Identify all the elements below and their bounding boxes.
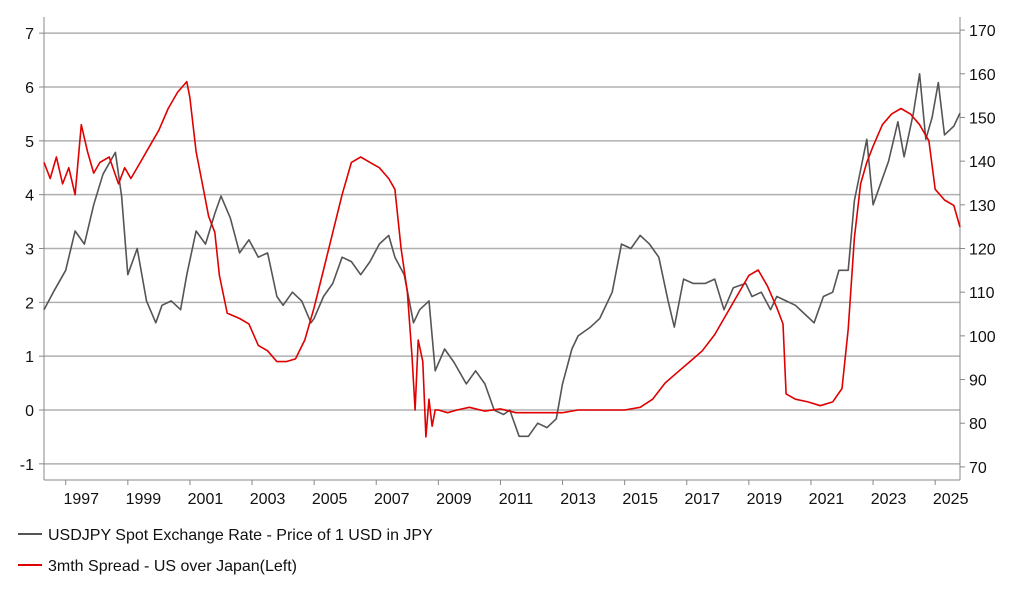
- legend-label-usdjpy: USDJPY Spot Exchange Rate - Price of 1 U…: [48, 527, 433, 544]
- legend: USDJPY Spot Exchange Rate - Price of 1 U…: [18, 527, 433, 575]
- x-tick-label: 2007: [374, 491, 410, 508]
- x-tick-label: 2021: [809, 491, 845, 508]
- y-right-tick-label: 80: [969, 416, 987, 433]
- y-left-tick-label: 1: [25, 349, 34, 366]
- y-left-tick-label: 3: [25, 242, 34, 259]
- legend-label-spread: 3mth Spread - US over Japan(Left): [48, 558, 297, 575]
- y-left-tick-label: 2: [25, 295, 34, 312]
- x-tick-label: 2019: [747, 491, 783, 508]
- x-tick-label: 2001: [188, 491, 224, 508]
- y-right-tick-label: 120: [969, 242, 996, 259]
- x-tick-label: 2023: [871, 491, 907, 508]
- x-tick-label: 2009: [436, 491, 472, 508]
- y-left-tick-label: 6: [25, 80, 34, 97]
- x-tick-label: 1997: [63, 491, 99, 508]
- y-right-tick-label: 150: [969, 110, 996, 127]
- x-tick-label: 1999: [126, 491, 162, 508]
- y-right-tick-label: 170: [969, 23, 996, 40]
- y-left-tick-label: 0: [25, 403, 34, 420]
- x-tick-label: 2015: [622, 491, 658, 508]
- y-right-tick-label: 90: [969, 373, 987, 390]
- x-tick-label: 2011: [499, 491, 534, 508]
- y-right-tick-label: 130: [969, 198, 996, 215]
- y-left-tick-label: 7: [25, 26, 34, 43]
- series-lines: [43, 73, 961, 438]
- x-tick-label: 2025: [933, 491, 969, 508]
- y-left-tick-label: 4: [25, 188, 34, 205]
- x-tick-label: 2017: [684, 491, 720, 508]
- y-right-tick-label: 160: [969, 67, 996, 84]
- y-left-tick-label: -1: [20, 457, 34, 474]
- y-right-tick-label: 140: [969, 154, 996, 171]
- y-right-tick-label: 100: [969, 329, 996, 346]
- y-right-tick-label: 70: [969, 460, 987, 477]
- series-line-usdjpy: [43, 73, 961, 438]
- series-line-spread: [43, 80, 961, 438]
- y-left-tick-label: 5: [25, 134, 34, 151]
- x-tick-label: 2013: [560, 491, 596, 508]
- x-tick-label: 2005: [312, 491, 348, 508]
- x-tick-label: 2003: [250, 491, 286, 508]
- grid-lines: [44, 32, 960, 465]
- y-right-tick-label: 110: [969, 285, 995, 302]
- axes: -1 0 1 2 3 4 5 6 7 70 80 90 100 110 120 130 140 150 160 170…: [20, 17, 996, 508]
